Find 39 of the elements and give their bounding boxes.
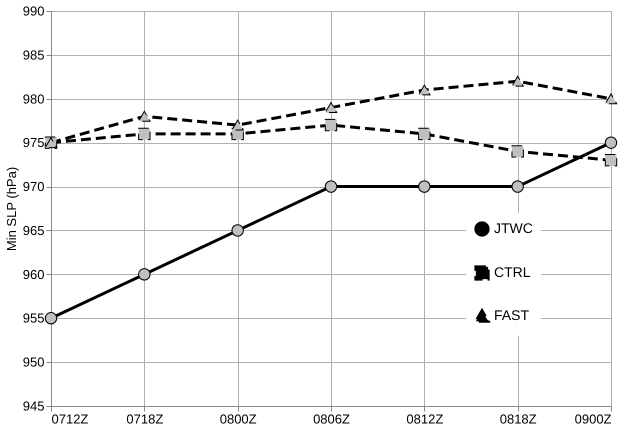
y-tick-label: 945	[22, 398, 44, 414]
legend-label: CTRL	[494, 264, 531, 280]
x-tick-label: 0818Z	[500, 412, 537, 426]
point	[324, 102, 338, 113]
y-tick-label: 990	[22, 4, 44, 18]
point	[138, 110, 151, 122]
point	[418, 128, 431, 140]
x-tick-label: 0900Z	[574, 412, 612, 426]
legend-label: FAST	[494, 307, 530, 323]
point	[511, 145, 524, 158]
point	[418, 180, 431, 193]
point	[511, 76, 524, 87]
x-tick-label: 0718Z	[126, 412, 164, 426]
point	[231, 224, 244, 237]
point	[138, 268, 151, 281]
y-tick-label: 985	[22, 47, 44, 62]
y-tick-label: 980	[22, 91, 44, 106]
point	[511, 180, 524, 193]
point	[604, 136, 618, 149]
point	[604, 154, 618, 166]
y-tick-label: 955	[22, 310, 44, 326]
x-tick-label: 0800Z	[220, 412, 257, 426]
x-tick-label: 0712Z	[52, 412, 88, 426]
point	[418, 84, 431, 96]
x-tick-label: 0812Z	[406, 412, 444, 426]
point	[324, 118, 338, 132]
point	[44, 312, 58, 324]
y-tick-label: 950	[22, 354, 44, 370]
point	[604, 93, 618, 104]
y-tick-label: 960	[22, 266, 44, 282]
y-tick-label: 975	[22, 135, 44, 150]
point	[324, 180, 338, 193]
x-tick-label: 0806Z	[313, 412, 350, 426]
y-axis-title: Min SLP (hPa)	[4, 166, 19, 252]
point	[231, 120, 244, 131]
point	[138, 128, 151, 140]
y-tick-label: 970	[22, 179, 44, 194]
legend-label: JTWC	[494, 220, 533, 236]
y-tick-label: 965	[22, 222, 44, 238]
